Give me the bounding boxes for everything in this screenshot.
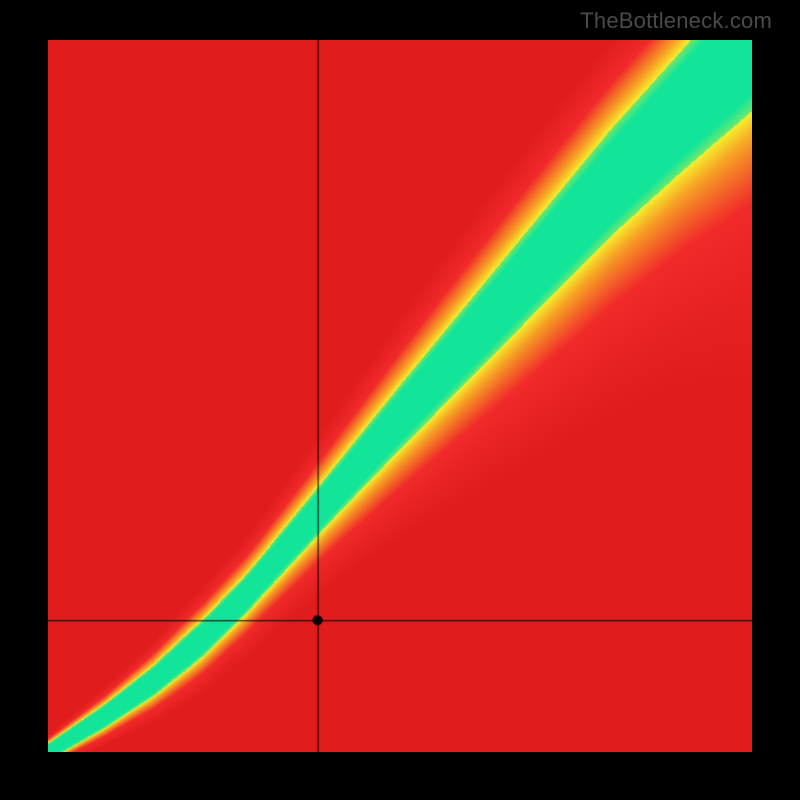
heatmap-canvas	[48, 40, 752, 752]
plot-area	[48, 40, 752, 752]
watermark-text: TheBottleneck.com	[580, 8, 772, 34]
chart-root: TheBottleneck.com	[0, 0, 800, 800]
